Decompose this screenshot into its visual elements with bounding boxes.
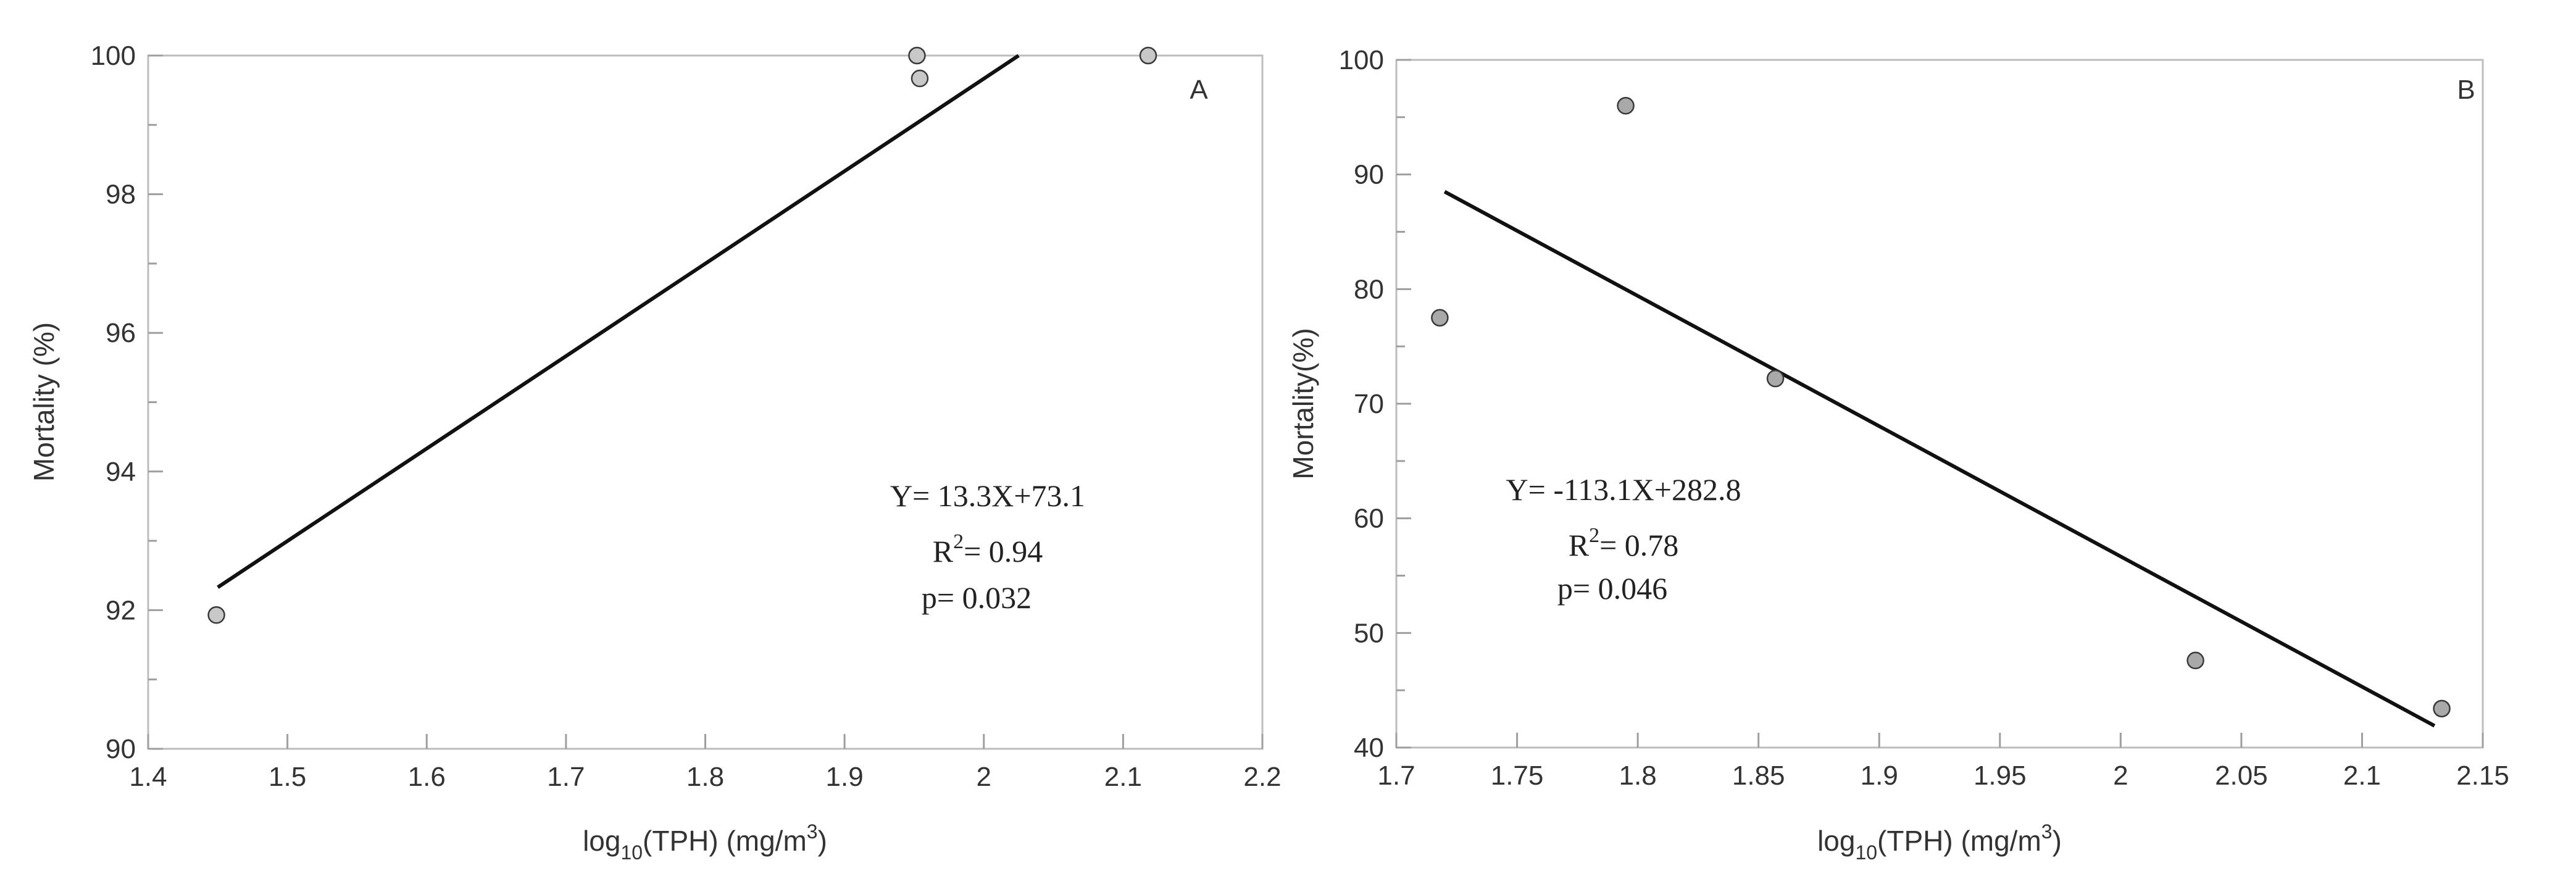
y-tick-label-b: 70 [1354, 389, 1384, 419]
panel-b: 1.7 1.75 1.8 1.85 1.9 1.95 2 2.05 2.1 2.15 40 50 60 7… [1287, 45, 2509, 864]
data-point-b-4 [2433, 699, 2451, 718]
tick-group-a: 1.4 1.5 1.6 1.7 1.8 1.9 2 2.1 2.2 90 92 94 96 98 100 [91, 41, 1282, 792]
r2-a-sup: 2 [953, 530, 964, 553]
x-axis-title-b: log10(TPH) (mg/m3) [1817, 820, 2062, 864]
fit-line-group-a [217, 54, 1020, 589]
panel-label-a: A [1190, 75, 1208, 105]
p-value-b: p= 0.046 [1557, 571, 1667, 606]
y-tick-label-a: 100 [91, 41, 136, 71]
regression-line-b [1443, 190, 2436, 728]
x-tick-label-a: 1.9 [826, 762, 864, 792]
x-axis-title-b-sub: 10 [1855, 841, 1877, 864]
y-tick-label-a: 96 [106, 318, 136, 348]
x-tick-label-a: 1.6 [408, 762, 446, 792]
r2-a: R2= 0.94 [933, 530, 1043, 569]
panel-a: 1.4 1.5 1.6 1.7 1.8 1.9 2 2.1 2.2 90 92 94 96 98 100 A… [28, 41, 1282, 864]
x-tick-label-b: 1.8 [1619, 761, 1657, 791]
x-axis-title-a-sup: 3 [807, 820, 818, 843]
x-tick-label-b: 2.15 [2456, 761, 2509, 791]
x-axis-title-b-mid: (TPH) (mg/m [1877, 825, 2041, 857]
equation-a: Y= 13.3X+73.1 [890, 478, 1085, 513]
plot-area-a [147, 54, 1264, 750]
data-point-a-0 [207, 606, 225, 624]
x-tick-label-b: 1.7 [1377, 761, 1415, 791]
r2-b-sup: 2 [1589, 524, 1599, 547]
data-point-a-1 [908, 46, 926, 65]
x-axis-title-b-end: ) [2053, 825, 2062, 857]
r2-b-value: = 0.78 [1599, 528, 1678, 562]
x-axis-title-a: log10(TPH) (mg/m3) [583, 820, 827, 864]
plot-area-b [1395, 59, 2484, 749]
r2-a-value: = 0.94 [964, 534, 1043, 569]
data-point-a-2 [911, 69, 929, 88]
equation-b: Y= -113.1X+282.8 [1506, 472, 1741, 507]
x-axis-title-a-sub: 10 [620, 841, 643, 864]
x-tick-label-a: 2 [977, 762, 991, 792]
x-tick-label-a: 1.7 [547, 762, 585, 792]
y-tick-label-b: 100 [1339, 45, 1384, 75]
y-axis-title-b: Mortality(%) [1287, 328, 1319, 479]
data-point-a-3 [1139, 46, 1157, 65]
regression-line-a [217, 54, 1020, 589]
y-tick-label-b: 90 [1354, 160, 1384, 190]
y-tick-label-b: 60 [1354, 504, 1384, 534]
r2-b: R2= 0.78 [1569, 524, 1679, 562]
y-tick-label-b: 40 [1354, 733, 1384, 763]
data-point-b-3 [2186, 651, 2204, 670]
x-tick-label-b: 1.85 [1732, 761, 1785, 791]
x-tick-label-a: 1.5 [269, 762, 306, 792]
p-value-a: p= 0.032 [922, 580, 1032, 615]
x-tick-label-b: 2.1 [2343, 761, 2381, 791]
r2-a-prefix: R [933, 534, 954, 569]
x-tick-label-b: 1.9 [1861, 761, 1898, 791]
panel-label-b: B [2457, 75, 2475, 105]
x-tick-label-a: 2.1 [1104, 762, 1142, 792]
y-tick-label-a: 94 [106, 457, 136, 487]
x-tick-label-b: 2 [2113, 761, 2128, 791]
data-point-b-0 [1431, 309, 1449, 327]
x-tick-label-a: 1.4 [129, 762, 167, 792]
x-tick-label-a: 2.2 [1243, 762, 1281, 792]
data-point-b-2 [1766, 369, 1785, 388]
tick-group-b: 1.7 1.75 1.8 1.85 1.9 1.95 2 2.05 2.1 2.15 40 50 60 7… [1339, 45, 2509, 791]
x-tick-label-b: 1.75 [1491, 761, 1544, 791]
x-axis-title-a-end: ) [818, 825, 827, 857]
x-tick-label-b: 2.05 [2215, 761, 2268, 791]
y-tick-label-a: 98 [106, 180, 136, 210]
x-axis-title-a-mid: (TPH) (mg/m [643, 825, 807, 857]
points-group-b [1431, 97, 2451, 718]
fit-line-group-b [1443, 190, 2436, 728]
x-tick-label-a: 1.8 [686, 762, 724, 792]
x-axis-title-b-base: log [1817, 825, 1855, 857]
y-tick-label-a: 90 [106, 734, 136, 764]
y-tick-label-b: 50 [1354, 618, 1384, 648]
data-point-b-1 [1617, 97, 1635, 115]
y-axis-title-a: Mortality (%) [28, 322, 60, 482]
points-group-a [207, 46, 1157, 624]
y-tick-label-b: 80 [1354, 274, 1384, 304]
y-tick-label-a: 92 [106, 595, 136, 625]
x-axis-title-a-base: log [583, 825, 620, 857]
x-axis-title-b-sup: 3 [2041, 820, 2053, 843]
x-tick-label-b: 1.95 [1974, 761, 2027, 791]
r2-b-prefix: R [1569, 528, 1590, 562]
